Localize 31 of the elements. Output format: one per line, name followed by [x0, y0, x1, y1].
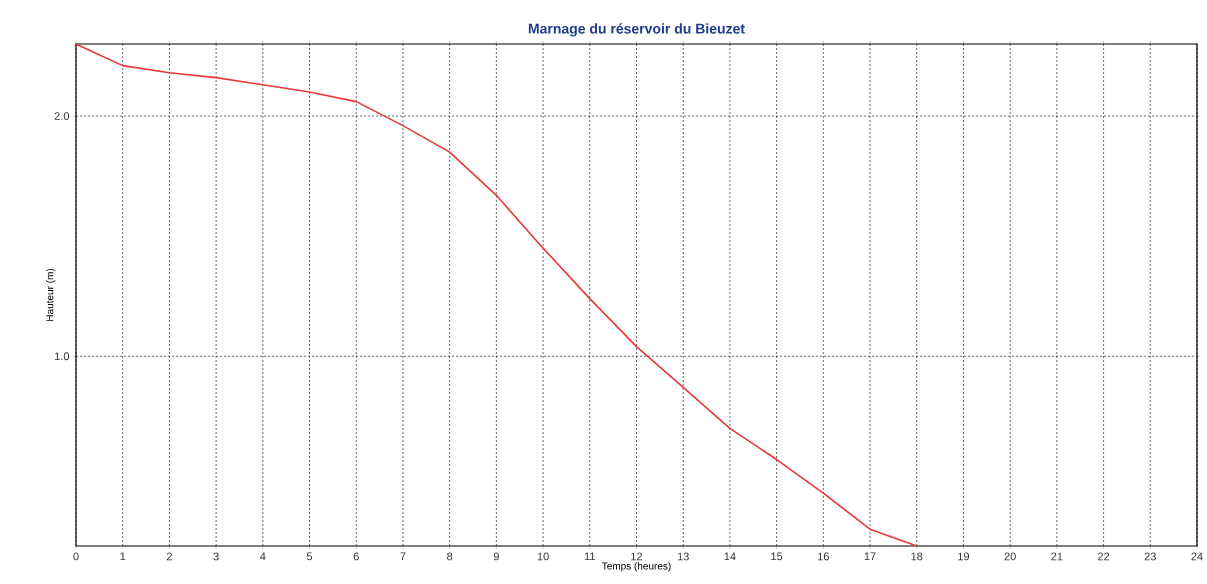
- x-tick-label: 22: [1098, 552, 1110, 561]
- x-tick-label: 1: [120, 552, 126, 561]
- x-tick-label: 5: [306, 552, 313, 561]
- x-tick-label: 12: [631, 552, 643, 561]
- line-series: [76, 44, 918, 546]
- x-tick-label: 18: [911, 552, 923, 561]
- x-tick-label: 3: [213, 552, 219, 561]
- x-tick-label: 14: [724, 552, 736, 561]
- y-axis-title: Hauteur (m): [46, 268, 56, 321]
- x-tick-label: 6: [353, 552, 359, 561]
- y-tick-label: 1.0: [55, 352, 70, 361]
- x-tick-label: 7: [400, 552, 406, 561]
- x-tick-label: 23: [1144, 552, 1156, 561]
- x-tick-label: 16: [818, 552, 829, 561]
- x-tick-label: 11: [584, 552, 595, 561]
- x-tick-label: 0: [73, 552, 79, 561]
- x-tick-label: 13: [677, 552, 689, 561]
- x-tick-label: 4: [260, 552, 266, 561]
- x-tick-label: 17: [864, 552, 876, 561]
- x-tick-label: 8: [447, 552, 453, 561]
- x-tick-label: 19: [958, 552, 970, 561]
- x-tick-label: 2: [166, 552, 172, 561]
- x-tick-label: 20: [1004, 552, 1016, 561]
- x-tick-label: 24: [1191, 552, 1203, 561]
- y-tick-label: 2.0: [54, 112, 70, 120]
- x-tick-label: 10: [537, 552, 549, 561]
- chart-title: Marnage du réservoir du Bieuzet: [528, 23, 745, 37]
- x-tick-label: 15: [771, 552, 783, 561]
- x-axis-title: Temps (heures): [601, 562, 671, 572]
- x-tick-label: 9: [493, 552, 499, 561]
- x-tick-label: 21: [1051, 552, 1063, 561]
